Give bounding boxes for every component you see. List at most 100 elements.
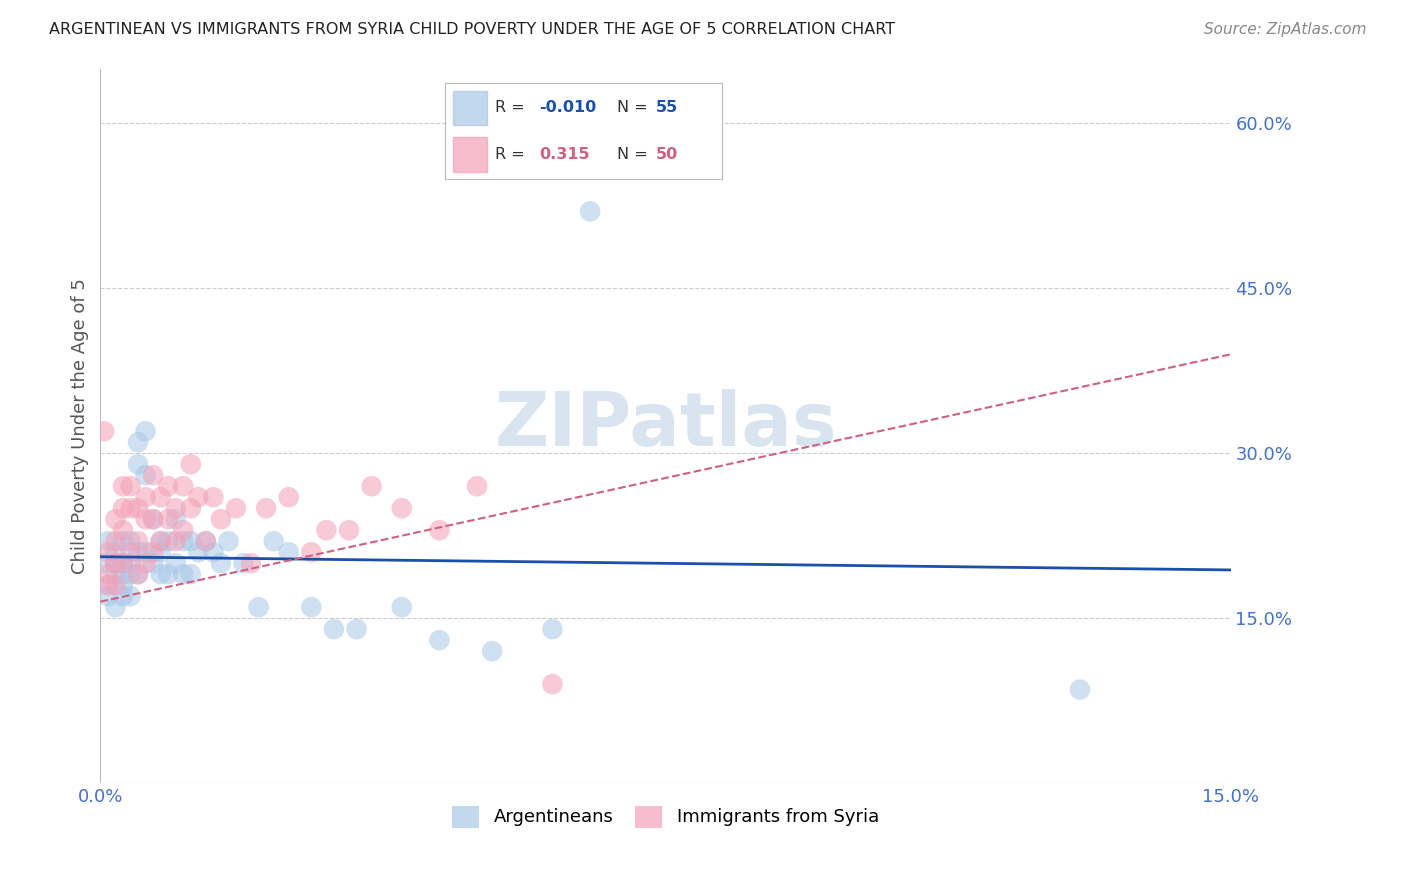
Point: [165, 512, 187, 526]
Point: [541, 622, 564, 636]
Point: [465, 479, 488, 493]
Point: [111, 567, 134, 582]
Point: [104, 600, 127, 615]
Point: [120, 534, 142, 549]
Point: [97, 567, 120, 582]
Point: [263, 534, 285, 549]
Point: [149, 567, 172, 582]
Point: [149, 545, 172, 559]
Point: [127, 534, 149, 549]
Point: [187, 545, 209, 559]
Point: [111, 556, 134, 570]
Point: [299, 600, 322, 615]
Point: [481, 644, 503, 658]
Point: [180, 457, 202, 471]
Point: [172, 523, 194, 537]
Point: [149, 490, 172, 504]
Point: [172, 534, 194, 549]
Point: [194, 534, 217, 549]
Point: [111, 556, 134, 570]
Point: [1069, 682, 1091, 697]
Point: [104, 545, 127, 559]
Point: [299, 545, 322, 559]
Point: [142, 512, 165, 526]
Point: [135, 468, 157, 483]
Point: [579, 204, 602, 219]
Point: [165, 534, 187, 549]
Point: [391, 600, 413, 615]
Point: [111, 479, 134, 493]
Point: [127, 567, 149, 582]
Point: [217, 534, 239, 549]
Point: [135, 512, 157, 526]
Point: [202, 490, 225, 504]
Point: [149, 534, 172, 549]
Point: [232, 556, 254, 570]
Point: [104, 534, 127, 549]
Text: ARGENTINEAN VS IMMIGRANTS FROM SYRIA CHILD POVERTY UNDER THE AGE OF 5 CORRELATIO: ARGENTINEAN VS IMMIGRANTS FROM SYRIA CHI…: [49, 22, 896, 37]
Point: [254, 501, 277, 516]
Point: [120, 545, 142, 559]
Point: [142, 556, 165, 570]
Point: [209, 556, 232, 570]
Point: [97, 589, 120, 603]
Point: [127, 545, 149, 559]
Point: [120, 479, 142, 493]
Point: [429, 523, 451, 537]
Point: [93, 424, 115, 438]
Point: [104, 512, 127, 526]
Point: [135, 490, 157, 504]
Point: [180, 501, 202, 516]
Point: [111, 534, 134, 549]
Legend: Argentineans, Immigrants from Syria: Argentineans, Immigrants from Syria: [444, 798, 886, 835]
Point: [127, 501, 149, 516]
Point: [111, 501, 134, 516]
Point: [165, 556, 187, 570]
Point: [391, 501, 413, 516]
Y-axis label: Child Poverty Under the Age of 5: Child Poverty Under the Age of 5: [72, 277, 89, 574]
Point: [97, 578, 120, 592]
Point: [97, 545, 120, 559]
Text: ZIPatlas: ZIPatlas: [494, 389, 837, 462]
Point: [97, 578, 120, 592]
Point: [541, 677, 564, 691]
Point: [104, 567, 127, 582]
Point: [157, 534, 180, 549]
Point: [172, 567, 194, 582]
Point: [120, 556, 142, 570]
Point: [93, 556, 115, 570]
Point: [127, 435, 149, 450]
Point: [172, 479, 194, 493]
Point: [209, 512, 232, 526]
Point: [194, 534, 217, 549]
Point: [202, 545, 225, 559]
Point: [429, 633, 451, 648]
Point: [277, 490, 299, 504]
Point: [165, 501, 187, 516]
Point: [127, 567, 149, 582]
Point: [97, 534, 120, 549]
Point: [142, 512, 165, 526]
Point: [180, 534, 202, 549]
Point: [142, 545, 165, 559]
Point: [157, 512, 180, 526]
Point: [360, 479, 382, 493]
Point: [111, 589, 134, 603]
Point: [157, 479, 180, 493]
Point: [111, 578, 134, 592]
Point: [104, 578, 127, 592]
Point: [277, 545, 299, 559]
Point: [323, 622, 346, 636]
Point: [187, 490, 209, 504]
Point: [127, 457, 149, 471]
Point: [120, 501, 142, 516]
Point: [111, 523, 134, 537]
Point: [135, 424, 157, 438]
Point: [315, 523, 337, 537]
Point: [225, 501, 247, 516]
Text: Source: ZipAtlas.com: Source: ZipAtlas.com: [1204, 22, 1367, 37]
Point: [149, 534, 172, 549]
Point: [104, 556, 127, 570]
Point: [240, 556, 263, 570]
Point: [104, 556, 127, 570]
